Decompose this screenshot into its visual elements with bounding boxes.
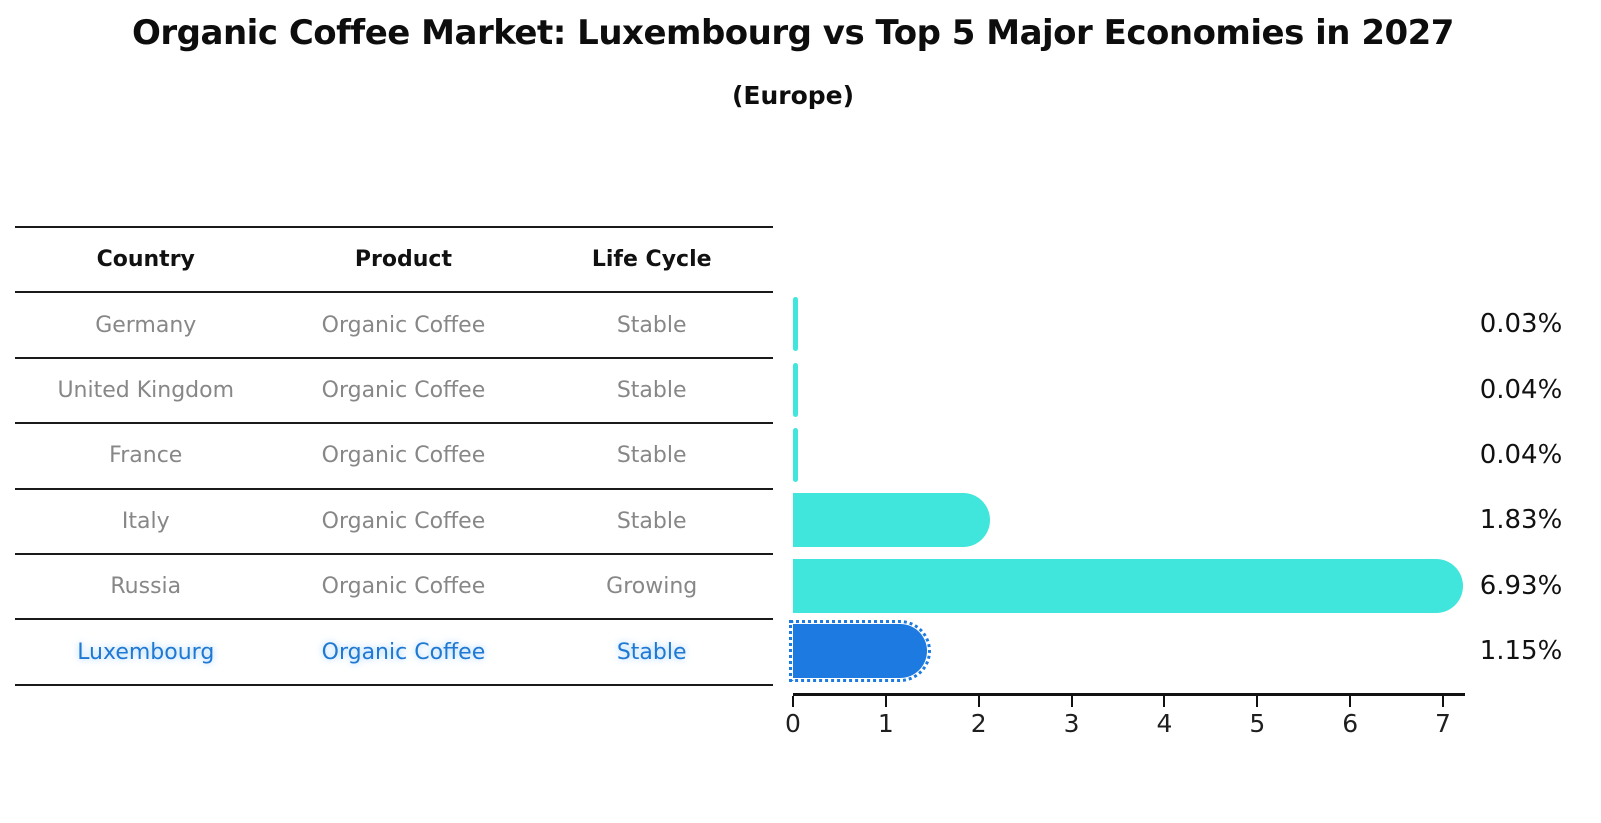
table-cell-life-cycle: Stable xyxy=(616,508,687,534)
column-header-life-cycle: Life Cycle xyxy=(591,247,712,273)
x-axis-tick xyxy=(792,696,794,707)
x-axis-tick xyxy=(977,696,980,707)
table-cell-product: Organic Coffee xyxy=(321,574,486,600)
country-info-table: Country Product Life Cycle Germany Organi… xyxy=(15,226,773,686)
chart-title: Organic Coffee Market: Luxembourg vs Top… xyxy=(132,13,1454,53)
bar xyxy=(793,297,798,352)
x-axis-line xyxy=(793,693,1465,696)
bar xyxy=(793,493,990,548)
table-row: Germany Organic Coffee Stable xyxy=(15,291,773,356)
table-cell-life-cycle: Stable xyxy=(616,377,687,403)
x-axis-tick xyxy=(1256,696,1259,707)
table-cell-country: United Kingdom xyxy=(57,377,235,403)
table-cell-life-cycle: Growing xyxy=(606,574,698,600)
bar-value-label: 1.83% xyxy=(1479,505,1563,536)
bar-value-label: 6.93% xyxy=(1479,570,1563,601)
x-axis-tick xyxy=(1349,696,1352,707)
column-header-country: Country xyxy=(96,247,195,273)
table-cell-product: Organic Coffee xyxy=(321,312,486,338)
table-cell-life-cycle: Stable xyxy=(616,443,687,469)
table-cell-life-cycle: Stable xyxy=(616,639,687,665)
x-axis-tick-label: 4 xyxy=(1156,709,1173,738)
table-row: Italy Organic Coffee Stable xyxy=(15,487,773,553)
table-cell-product: Organic Coffee xyxy=(321,508,486,534)
table-row: United Kingdom Organic Coffee Stable xyxy=(15,356,773,422)
bar-value-label: 0.04% xyxy=(1479,374,1563,405)
x-axis-tick-label: 7 xyxy=(1435,709,1451,738)
table-cell-product: Organic Coffee xyxy=(321,377,486,403)
bar-value-label: 1.15% xyxy=(1479,636,1563,667)
x-axis-tick-label: 6 xyxy=(1342,709,1359,738)
bar xyxy=(793,362,798,417)
x-axis-tick-label: 2 xyxy=(970,709,987,738)
table-cell-country: France xyxy=(109,443,183,469)
x-axis-tick-label: 3 xyxy=(1063,709,1080,738)
table-row: France Organic Coffee Stable xyxy=(15,422,773,487)
bar-value-label: 0.04% xyxy=(1479,439,1563,470)
x-axis-tick-label: 5 xyxy=(1249,709,1266,738)
table-cell-country: Italy xyxy=(121,508,170,534)
chart-subtitle: (Europe) xyxy=(731,81,855,110)
x-axis-tick xyxy=(884,696,887,707)
x-axis-tick xyxy=(1163,696,1166,707)
table-cell-country: Luxembourg xyxy=(77,639,215,665)
bar xyxy=(793,558,1464,613)
table-cell-product: Organic Coffee xyxy=(321,443,486,469)
x-axis-tick-label: 0 xyxy=(785,709,801,738)
table-row: Russia Organic Coffee Growing xyxy=(15,552,773,618)
table-header-row: Country Product Life Cycle xyxy=(15,226,773,291)
table-row: Luxembourg Organic Coffee Stable xyxy=(15,618,773,683)
x-axis-tick-label: 1 xyxy=(877,709,894,738)
x-axis-tick xyxy=(1441,696,1444,707)
table-cell-life-cycle: Stable xyxy=(616,312,687,338)
bar-highlighted xyxy=(789,620,931,683)
table-cell-country: Russia xyxy=(110,574,182,600)
bar xyxy=(793,427,798,482)
bar-value-label: 0.03% xyxy=(1479,309,1563,340)
x-axis-tick xyxy=(1070,696,1073,707)
table-cell-country: Germany xyxy=(95,312,197,338)
column-header-product: Product xyxy=(354,247,452,273)
table-cell-product: Organic Coffee xyxy=(321,639,486,665)
